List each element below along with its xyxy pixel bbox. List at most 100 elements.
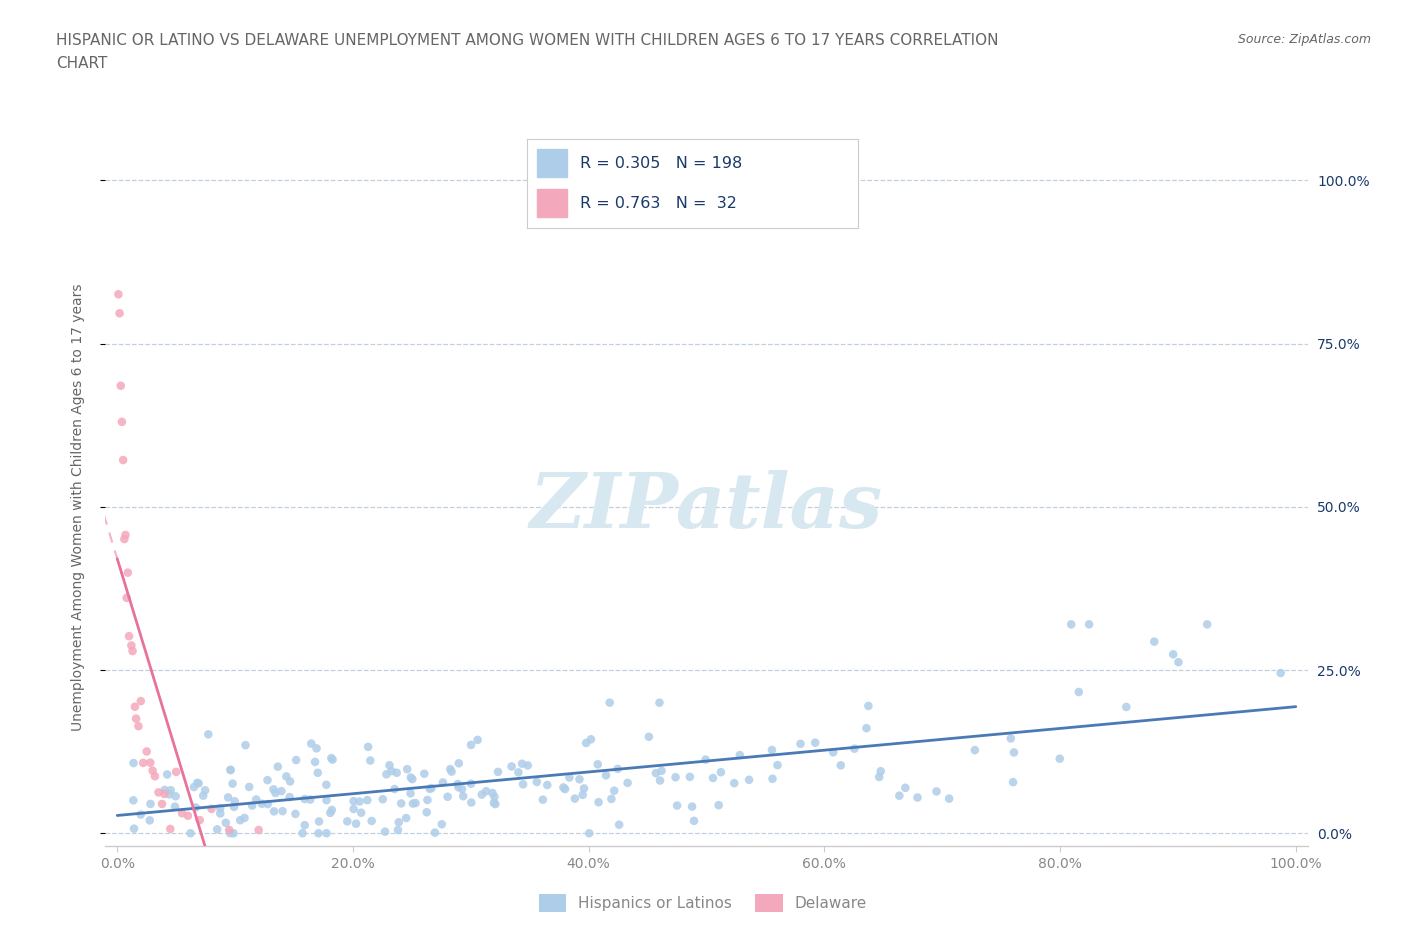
Point [224,794,246,809]
Point [1078,617,1101,631]
Point [117,565,139,580]
Point [135,744,157,759]
Point [315,777,337,792]
Point [184,800,207,815]
Point [111,415,134,430]
Point [679,769,702,784]
Point [371,791,394,806]
Point [419,781,441,796]
Point [907,790,929,805]
Text: ZIPatlas: ZIPatlas [530,470,883,544]
Point [305,741,328,756]
Point [159,821,181,836]
Point [616,776,638,790]
Point [209,806,232,821]
Point [460,795,482,810]
Point [868,769,890,784]
Point [460,737,482,752]
Point [938,791,960,806]
Point [157,787,180,802]
Point [142,764,165,778]
Point [342,793,364,808]
Point [304,754,326,769]
Point [599,696,621,711]
Point [384,781,406,796]
Point [440,764,463,779]
Point [207,822,229,837]
Point [553,780,575,795]
Point [284,806,307,821]
Point [110,379,132,393]
Point [143,769,166,784]
Point [153,787,176,802]
Point [129,694,152,709]
Point [256,773,278,788]
Point [294,817,316,832]
Point [447,779,470,794]
Point [291,826,314,841]
Point [823,745,845,760]
Point [761,771,783,786]
Point [385,765,408,780]
Point [1197,617,1219,631]
Point [460,777,482,791]
Point [350,805,373,820]
Point [554,781,576,796]
Legend: Hispanics or Latinos, Delaware: Hispanics or Latinos, Delaware [533,888,873,918]
Point [651,764,673,778]
Point [738,773,761,788]
Point [447,756,470,771]
Point [401,772,423,787]
Point [349,794,371,809]
Point [402,796,425,811]
Point [510,756,533,771]
Point [188,813,211,828]
Point [855,721,877,736]
Point [869,764,891,778]
Point [357,739,380,754]
Point [276,769,298,784]
Point [1167,655,1189,670]
Point [413,766,436,781]
Point [683,814,706,829]
Point [159,783,181,798]
Point [108,306,131,321]
Point [360,814,382,829]
Point [1002,745,1025,760]
Point [439,762,461,777]
Text: CHART: CHART [56,56,108,71]
Point [666,798,689,813]
Point [150,796,173,811]
Point [486,764,509,779]
Point [531,792,554,807]
Point [405,795,427,810]
Point [219,763,242,777]
Point [299,737,322,751]
Point [122,821,145,836]
Point [344,817,367,831]
Point [482,795,505,810]
Point [115,591,138,605]
Point [356,792,378,807]
Point [416,792,439,807]
Point [1049,751,1071,766]
Point [112,532,135,547]
Point [484,797,506,812]
Point [240,798,263,813]
Point [321,803,343,817]
Point [308,826,330,841]
Point [380,764,402,778]
Point [218,822,240,837]
Point [432,775,454,790]
Point [804,736,827,751]
Point [132,755,155,770]
Point [420,781,443,796]
Point [209,801,232,816]
Point [579,732,602,747]
Point [571,788,593,803]
Point [1161,647,1184,662]
Point [221,777,243,791]
Point [307,765,329,780]
Point [219,826,242,841]
Text: R = 0.305   N = 198: R = 0.305 N = 198 [581,156,742,171]
